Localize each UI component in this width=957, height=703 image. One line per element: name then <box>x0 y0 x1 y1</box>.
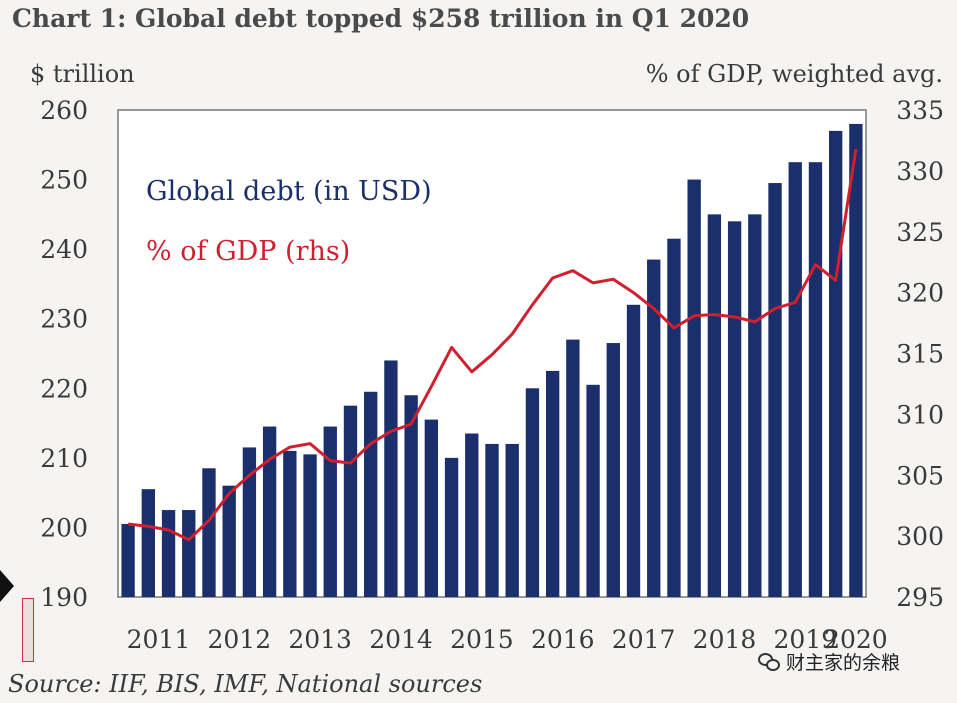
x-tick: 2017 <box>612 625 676 654</box>
bar <box>161 510 176 597</box>
bar <box>566 339 580 597</box>
y-tick-left: 240 <box>40 235 88 264</box>
bar <box>626 304 641 597</box>
chart-title: Chart 1: Global debt topped $258 trillio… <box>12 4 750 33</box>
bar <box>647 259 661 597</box>
bar <box>748 214 762 597</box>
bar <box>768 183 782 598</box>
x-tick: 2019 <box>774 625 838 654</box>
bar <box>586 384 600 597</box>
y-tick-left: 210 <box>40 444 88 473</box>
y-tick-right: 305 <box>896 461 944 490</box>
x-tick: 2011 <box>127 625 191 654</box>
y-axis-left-label: $ trillion <box>30 60 135 88</box>
bar <box>485 443 499 597</box>
watermark-text: 财主家的余粮 <box>786 652 901 674</box>
y-tick-right: 330 <box>896 157 944 186</box>
source-note: Source: IIF, BIS, IMF, National sources <box>8 670 483 698</box>
bar <box>606 343 620 597</box>
seal-stamp <box>22 598 34 662</box>
bar <box>262 426 277 597</box>
bar <box>323 426 337 597</box>
bar <box>424 419 439 597</box>
bar <box>465 433 479 597</box>
bar <box>202 468 216 597</box>
x-tick: 2012 <box>207 625 271 654</box>
bar <box>727 221 742 598</box>
bar <box>687 179 701 598</box>
bar <box>829 130 843 597</box>
bar <box>788 162 802 597</box>
bar <box>808 162 823 597</box>
x-tick: 2016 <box>531 625 595 654</box>
y-tick-right: 325 <box>896 218 944 247</box>
bar <box>444 457 459 597</box>
x-tick: 2015 <box>450 625 514 654</box>
bar <box>182 510 196 597</box>
y-tick-left: 260 <box>40 96 88 125</box>
bar <box>141 489 155 597</box>
y-axis-right-label: % of GDP, weighted avg. <box>645 60 943 88</box>
corner-decoration <box>0 570 14 602</box>
bar <box>364 391 378 597</box>
gdp-line <box>127 148 858 542</box>
bar <box>505 443 519 597</box>
y-tick-right: 300 <box>896 522 944 551</box>
bar <box>121 523 135 597</box>
bar <box>303 454 317 597</box>
y-tick-right: 320 <box>896 279 944 308</box>
legend-gdp: % of GDP (rhs) <box>146 236 350 267</box>
bar <box>222 485 236 597</box>
y-tick-left: 220 <box>40 374 88 403</box>
y-tick-left: 250 <box>40 166 88 195</box>
bar <box>384 360 398 597</box>
bar <box>849 123 863 598</box>
y-tick-left: 190 <box>40 583 88 612</box>
x-tick: 2014 <box>369 625 433 654</box>
bar <box>404 395 418 597</box>
x-tick: 2020 <box>824 625 888 654</box>
x-tick: 2013 <box>288 625 352 654</box>
bar <box>283 450 297 597</box>
legend-debt: Global debt (in USD) <box>146 176 432 207</box>
bar <box>667 238 681 597</box>
y-tick-left: 200 <box>40 513 88 542</box>
y-tick-right: 335 <box>896 96 944 125</box>
y-tick-right: 310 <box>896 400 944 429</box>
bar <box>242 447 257 597</box>
x-tick: 2018 <box>693 625 757 654</box>
bar <box>707 214 722 597</box>
watermark: 财主家的余粮 <box>758 648 900 675</box>
bar <box>525 388 540 597</box>
bar <box>545 370 560 597</box>
y-tick-left: 230 <box>40 305 88 334</box>
wechat-icon <box>758 652 780 671</box>
bar <box>343 405 358 597</box>
y-tick-right: 295 <box>896 583 944 612</box>
y-tick-right: 315 <box>896 340 944 369</box>
